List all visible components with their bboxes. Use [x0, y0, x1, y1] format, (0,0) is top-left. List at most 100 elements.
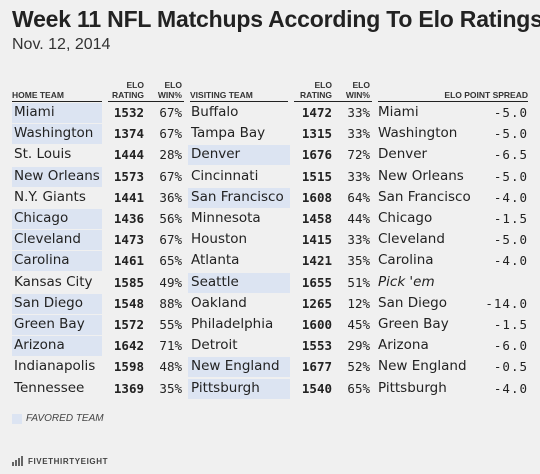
visitor-elo-rating: 1265 [301, 295, 332, 311]
home-elo-win: 49% [159, 274, 182, 290]
visitor-elo-win: 64% [347, 189, 370, 205]
spread-team: Arizona [378, 337, 429, 354]
header-visitor-elo-win: ELO WIN% [338, 80, 370, 100]
favored-highlight-home [12, 230, 102, 251]
footer-brand: FIVETHIRTYEIGHT [28, 456, 109, 466]
home-team: St. Louis [14, 146, 72, 163]
home-team: Carolina [14, 252, 70, 269]
favored-highlight-home [12, 124, 102, 145]
visitor-elo-rating: 1677 [301, 359, 332, 375]
table-row: Indianapolis 1598 48% New England 1677 52% New… [0, 356, 540, 378]
visiting-team: Tampa Bay [191, 125, 266, 142]
table-row: N.Y. Giants 1441 36% San Francisco 1608 64% Sa… [0, 187, 540, 208]
home-elo-win: 36% [159, 189, 182, 205]
table-row: St. Louis 1444 28% Denver 1676 72% Denver -6.5 [0, 144, 540, 166]
favored-highlight-home [12, 315, 102, 335]
favored-highlight-visitor [188, 357, 290, 378]
spread-team: San Francisco [378, 188, 471, 205]
visitor-elo-win: 45% [347, 317, 370, 332]
home-team: Kansas City [14, 273, 93, 290]
visiting-team: San Francisco [191, 188, 284, 205]
point-spread: -1.5 [493, 317, 528, 332]
point-spread: -4.0 [493, 189, 528, 205]
header-visitor-elo-rating: ELO RATING [292, 80, 332, 100]
table-row: Washington 1374 67% Tampa Bay 1315 33% Washing… [0, 123, 540, 145]
favored-highlight-home [12, 103, 102, 123]
header-visitor-elo-rating-line2: RATING [300, 90, 332, 100]
visitor-elo-rating: 1472 [301, 105, 332, 120]
visiting-team: Pittsburgh [191, 379, 260, 396]
footer: FIVETHIRTYEIGHT [12, 456, 108, 466]
point-spread: -14.0 [485, 295, 528, 311]
spread-team: Pittsburgh [378, 379, 447, 396]
legend-label: FAVORED TEAM [26, 413, 104, 424]
fivethirtyeight-logo-icon [12, 456, 23, 466]
home-elo-rating: 1572 [113, 317, 144, 332]
spread-team: Cleveland [378, 231, 445, 248]
visiting-team: Philadelphia [191, 316, 274, 332]
table-row: Kansas City 1585 49% Seattle 1655 51% Pick 'em [0, 272, 540, 293]
table-row: Arizona 1642 71% Detroit 1553 29% Arizona -6.0 [0, 335, 540, 357]
favored-highlight-visitor [188, 145, 290, 166]
header-rule-visitor-stats [294, 101, 372, 102]
point-spread: -5.0 [493, 105, 528, 120]
home-elo-rating: 1598 [113, 359, 144, 375]
visitor-elo-rating: 1515 [301, 168, 332, 184]
visiting-team: Buffalo [191, 104, 239, 120]
table-row: Carolina 1461 65% Atlanta 1421 35% Carolina -4.… [0, 250, 540, 272]
home-elo-win: 48% [159, 359, 182, 375]
home-elo-rating: 1473 [113, 232, 144, 248]
visitor-elo-rating: 1676 [301, 147, 332, 163]
favored-highlight-visitor [188, 378, 290, 399]
home-team: Cleveland [14, 231, 81, 248]
home-elo-win: 67% [159, 232, 182, 248]
point-spread: -6.0 [493, 338, 528, 354]
visitor-elo-rating: 1600 [301, 317, 332, 332]
point-spread: -5.0 [493, 126, 528, 142]
visiting-team: Minnesota [191, 210, 261, 226]
favored-highlight-visitor [188, 272, 290, 293]
header-visiting-team: VISITING TEAM [190, 90, 253, 100]
visitor-elo-win: 52% [347, 359, 370, 375]
header-home-elo-win: ELO WIN% [150, 80, 182, 100]
visitor-elo-rating: 1553 [301, 338, 332, 354]
visitor-elo-win: 12% [347, 295, 370, 311]
favored-highlight-home [12, 336, 102, 357]
home-team: Arizona [14, 337, 65, 354]
spread-team: New England [378, 358, 467, 375]
visitor-elo-win: 44% [347, 211, 370, 226]
visitor-elo-win: 65% [347, 380, 370, 396]
home-team: Green Bay [14, 316, 85, 332]
spread-team: Carolina [378, 252, 434, 269]
visitor-elo-win: 33% [347, 168, 370, 184]
header-home-elo-rating-line2: RATING [112, 90, 144, 100]
visitor-elo-win: 29% [347, 338, 370, 354]
favored-highlight-visitor [188, 187, 290, 208]
point-spread: -5.0 [493, 232, 528, 248]
spread-team: Miami [378, 104, 419, 120]
header-home-elo-rating-line1: ELO [126, 80, 144, 90]
header-home-elo-win-line2: WIN% [157, 90, 182, 100]
header-visitor-elo-win-line1: ELO [352, 80, 370, 90]
visitor-elo-win: 72% [347, 147, 370, 163]
table-row: Cleveland 1473 67% Houston 1415 33% Cleveland -… [0, 229, 540, 251]
visitor-elo-win: 33% [347, 126, 370, 142]
home-team: Washington [14, 125, 94, 142]
visiting-team: New England [191, 358, 280, 375]
home-elo-rating: 1548 [113, 295, 144, 311]
home-elo-win: 71% [159, 338, 182, 354]
favored-highlight-home [12, 209, 102, 229]
spread-team: Denver [378, 146, 428, 163]
point-spread: -5.0 [493, 168, 528, 184]
home-elo-rating: 1369 [113, 380, 144, 396]
home-elo-rating: 1374 [113, 126, 144, 142]
header-rule-home-stats [108, 101, 184, 102]
spread-team: New Orleans [378, 167, 464, 184]
visitor-elo-rating: 1540 [301, 380, 332, 396]
chart-date: Nov. 12, 2014 [12, 36, 111, 53]
visiting-team: Cincinnati [191, 167, 259, 184]
visitor-elo-rating: 1421 [301, 253, 332, 269]
home-elo-win: 67% [159, 126, 182, 142]
home-elo-win: 67% [159, 105, 182, 120]
home-elo-rating: 1585 [113, 274, 144, 290]
